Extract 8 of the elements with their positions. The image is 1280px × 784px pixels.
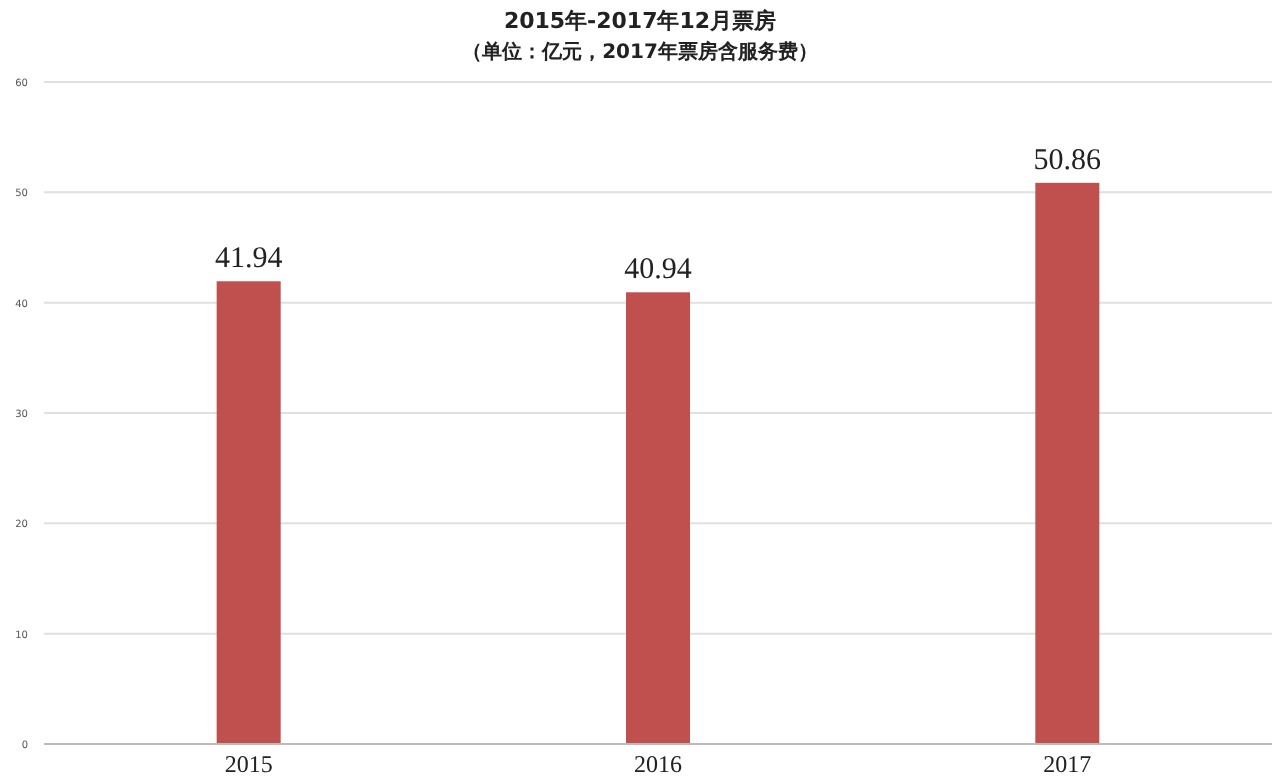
chart-subtitle: （单位：亿元，2017年票房含服务费） [462,40,818,64]
data-label: 40.94 [624,254,693,287]
x-tick-label: 2016 [634,750,682,778]
chart-title: 2015年-2017年12月票房 [503,8,777,34]
x-tick-label: 2015 [224,750,273,778]
data-label: 50.86 [1033,144,1103,177]
x-tick-label: 2017 [1043,750,1092,778]
data-label: 41.94 [214,243,284,276]
